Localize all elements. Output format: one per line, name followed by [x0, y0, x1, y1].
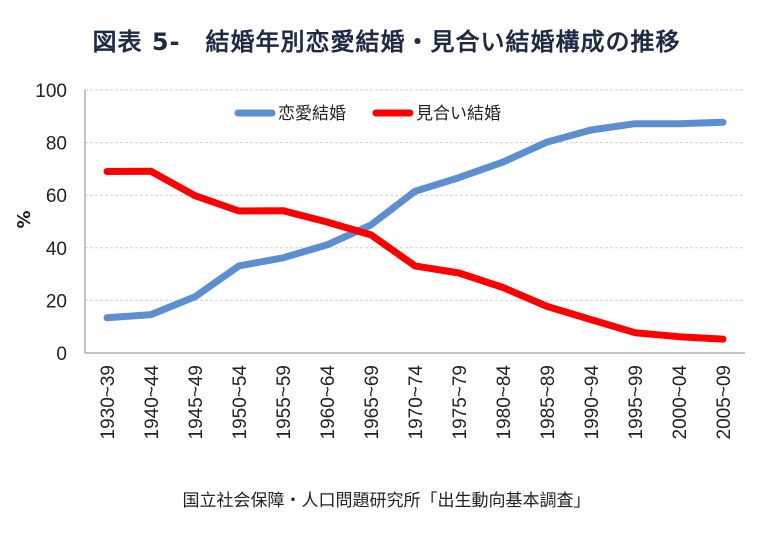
- x-tick-label: 1985~89: [538, 365, 559, 440]
- x-tick-label: 1980~84: [494, 365, 515, 440]
- chart-title: 図表 5- 結婚年別恋愛結婚・見合い結婚構成の推移: [92, 28, 681, 56]
- x-tick-label: 1995~99: [626, 365, 647, 440]
- x-tick-labels: 1930~39 1940~44 1945~49 1950~54 1955~59 1960~…: [98, 365, 735, 440]
- x-tick-label: 1990~94: [582, 365, 603, 440]
- x-tick-label: 1965~69: [362, 365, 383, 440]
- y-tick-label: 80: [46, 134, 67, 155]
- legend: 恋愛結婚 見合い結婚: [234, 103, 501, 124]
- x-tick-label: 1930~39: [98, 365, 119, 440]
- x-tick-label: 1975~79: [450, 365, 471, 440]
- y-tick-labels: 0 20 40 60 80 100: [35, 81, 67, 365]
- series-line: [103, 167, 727, 343]
- x-tick-label: 2005~09: [714, 365, 735, 440]
- y-tick-label: 60: [46, 186, 67, 207]
- y-axis-label: %: [14, 210, 35, 228]
- axes: [84, 90, 745, 354]
- x-tick-label: 1960~64: [318, 365, 339, 440]
- x-tick-label: 1940~44: [142, 365, 163, 440]
- x-tick-label: 1950~54: [230, 365, 251, 440]
- legend-label: 恋愛結婚: [278, 103, 346, 124]
- source-note: 国立社会保障・人口問題研究所「出生動向基本調査」: [182, 491, 591, 511]
- x-tick-label: 2000~04: [670, 365, 691, 440]
- y-tick-label: 100: [35, 81, 67, 102]
- series-line: [103, 118, 727, 322]
- x-tick-label: 1970~74: [406, 365, 427, 440]
- x-tick-label: 1945~49: [186, 365, 207, 440]
- y-tick-label: 40: [46, 239, 67, 260]
- series-lines: [103, 118, 727, 343]
- y-tick-label: 0: [56, 344, 67, 365]
- x-tick-label: 1955~59: [274, 365, 295, 440]
- legend-label: 見合い結婚: [416, 104, 501, 124]
- y-tick-label: 20: [46, 291, 67, 312]
